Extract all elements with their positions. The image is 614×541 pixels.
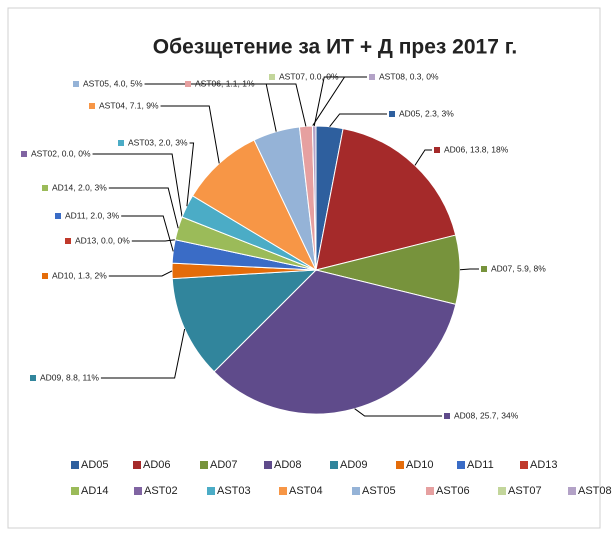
data-label: AST06, 1.1, 1% bbox=[195, 78, 255, 88]
leader-line bbox=[121, 215, 174, 252]
label-marker bbox=[434, 147, 440, 153]
legend-label: AST04 bbox=[289, 485, 323, 497]
data-label: AD08, 25.7, 34% bbox=[454, 410, 519, 420]
label-marker bbox=[269, 74, 275, 80]
legend-swatch bbox=[568, 487, 576, 495]
legend-swatch bbox=[457, 461, 465, 469]
data-label: AD07, 5.9, 8% bbox=[491, 263, 546, 273]
label-marker bbox=[444, 413, 450, 419]
pie-slice bbox=[311, 125, 317, 271]
leader-line bbox=[329, 113, 387, 127]
label-marker bbox=[55, 213, 61, 219]
data-label: AD13, 0.0, 0% bbox=[75, 235, 130, 245]
leader-line bbox=[131, 239, 176, 242]
leader-line bbox=[354, 408, 442, 417]
data-label: AST02, 0.0, 0% bbox=[31, 148, 91, 158]
legend-label: AD09 bbox=[340, 459, 368, 471]
legend-label: AD14 bbox=[81, 485, 109, 497]
legend-swatch bbox=[200, 461, 208, 469]
label-marker bbox=[89, 103, 95, 109]
data-label: AD06, 13.8, 18% bbox=[444, 144, 509, 154]
data-label: AD11, 2.0, 3% bbox=[65, 210, 120, 220]
label-marker bbox=[73, 81, 79, 87]
pie-slice bbox=[171, 269, 318, 373]
legend-label: AD06 bbox=[143, 459, 171, 471]
legend-swatch bbox=[520, 461, 528, 469]
leader-line bbox=[108, 270, 173, 277]
data-label: AST03, 2.0, 3% bbox=[128, 137, 188, 147]
legend-swatch bbox=[279, 487, 287, 495]
label-marker bbox=[42, 273, 48, 279]
legend-swatch bbox=[498, 487, 506, 495]
data-label: AST05, 4.0, 5% bbox=[83, 78, 143, 88]
legend-swatch bbox=[426, 487, 434, 495]
legend-label: AST05 bbox=[362, 485, 396, 497]
label-marker bbox=[481, 266, 487, 272]
leader-line bbox=[160, 105, 220, 164]
legend-label: AD07 bbox=[210, 459, 238, 471]
legend-label: AD13 bbox=[530, 459, 558, 471]
label-marker bbox=[389, 111, 395, 117]
label-marker bbox=[185, 81, 191, 87]
legend-swatch bbox=[352, 487, 360, 495]
legend-swatch bbox=[133, 461, 141, 469]
leader-line bbox=[186, 142, 195, 207]
legend-swatch bbox=[264, 461, 272, 469]
legend-label: AD05 bbox=[81, 459, 109, 471]
label-marker bbox=[30, 375, 36, 381]
pie-slice bbox=[213, 269, 457, 415]
legend-label: AST08 bbox=[578, 485, 612, 497]
legend-label: AD11 bbox=[467, 459, 494, 471]
data-label: AST04, 7.1, 9% bbox=[99, 100, 159, 110]
leader-line bbox=[313, 76, 367, 127]
legend-swatch bbox=[71, 461, 79, 469]
legend-label: AST06 bbox=[436, 485, 470, 497]
legend-swatch bbox=[396, 461, 404, 469]
data-label: AD09, 8.8, 11% bbox=[40, 372, 99, 382]
data-label: AD14, 2.0, 3% bbox=[52, 182, 107, 192]
pie-slice bbox=[315, 127, 457, 271]
label-marker bbox=[42, 185, 48, 191]
label-marker bbox=[65, 238, 71, 244]
legend-swatch bbox=[207, 487, 215, 495]
label-marker bbox=[118, 140, 124, 146]
leader-line bbox=[108, 187, 179, 229]
leader-line bbox=[92, 153, 183, 218]
data-label: AST07, 0.0, 0% bbox=[279, 71, 339, 81]
legend-label: AST07 bbox=[508, 485, 542, 497]
chart-title: Обезщетение за ИТ + Д през 2017 г. bbox=[153, 36, 517, 59]
leader-line bbox=[414, 149, 432, 166]
leader-line bbox=[256, 83, 307, 127]
leader-line bbox=[459, 268, 479, 271]
leader-line bbox=[100, 328, 186, 379]
label-marker bbox=[369, 74, 375, 80]
legend-label: AD10 bbox=[406, 459, 434, 471]
legend-label: AD08 bbox=[274, 459, 302, 471]
label-marker bbox=[21, 151, 27, 157]
legend-swatch bbox=[71, 487, 79, 495]
data-label: AD10, 1.3, 2% bbox=[52, 270, 107, 280]
data-label: AD05, 2.3, 3% bbox=[399, 108, 454, 118]
pie-slice bbox=[191, 139, 318, 272]
data-label: AST08, 0.3, 0% bbox=[379, 71, 439, 81]
legend-swatch bbox=[134, 487, 142, 495]
legend-label: AST03 bbox=[217, 485, 251, 497]
legend-swatch bbox=[330, 461, 338, 469]
legend-label: AST02 bbox=[144, 485, 178, 497]
